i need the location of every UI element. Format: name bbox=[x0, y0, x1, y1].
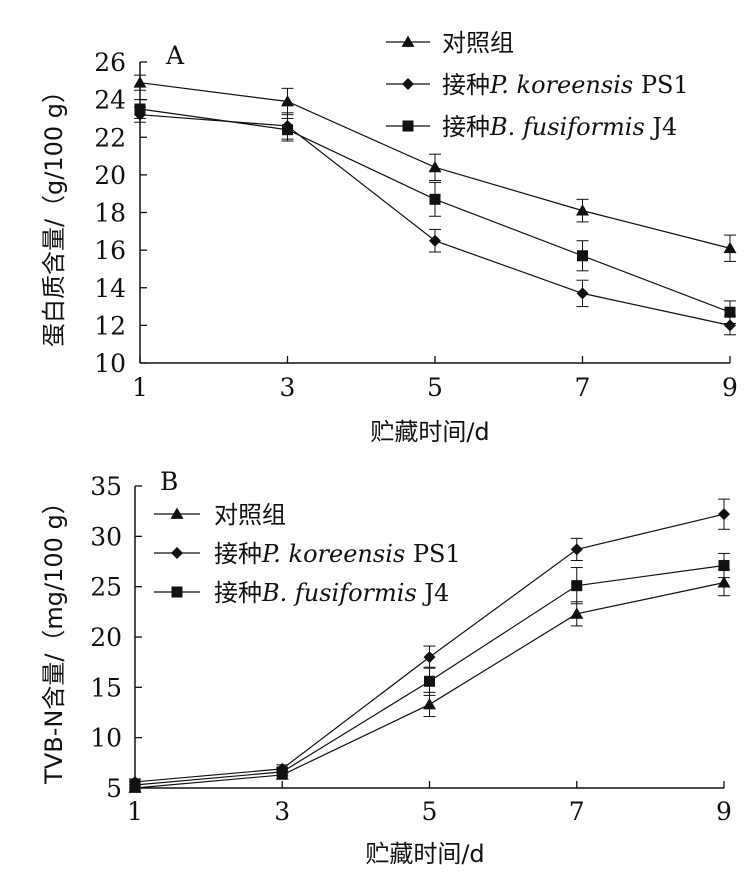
legend-label-part-1: B. fusiformis bbox=[489, 113, 645, 141]
legend-label-part-0: 接种 bbox=[214, 540, 262, 568]
x-tick-label: 5 bbox=[427, 373, 443, 402]
data-point bbox=[724, 306, 736, 318]
data-point bbox=[276, 766, 288, 778]
y-axis-title: 蛋白质含量/（g/100 g） bbox=[40, 79, 68, 347]
x-tick-label: 9 bbox=[722, 373, 738, 402]
y-tick-label: 26 bbox=[94, 48, 126, 77]
data-point bbox=[423, 651, 436, 664]
legend-label: 接种P. koreensis PS1 bbox=[214, 540, 461, 568]
legend-label: 接种B. fusiformis J4 bbox=[214, 579, 449, 607]
y-tick-label: 25 bbox=[90, 573, 122, 602]
data-point bbox=[281, 95, 294, 107]
legend-label-part-1: B. fusiformis bbox=[261, 579, 417, 607]
x-tick-label: 9 bbox=[716, 797, 732, 826]
legend-label: 对照组 bbox=[442, 29, 514, 57]
x-axis-title: 贮藏时间/d bbox=[370, 418, 489, 446]
panel-label: B bbox=[160, 467, 178, 496]
data-point bbox=[723, 241, 737, 254]
x-tick-label: 1 bbox=[127, 797, 143, 826]
series-square bbox=[134, 99, 736, 324]
data-point bbox=[717, 576, 731, 588]
x-tick-label: 1 bbox=[132, 373, 148, 402]
data-point bbox=[570, 607, 584, 619]
legend-label-part-1: P. koreensis bbox=[489, 71, 633, 99]
y-tick-label: 10 bbox=[94, 349, 126, 378]
legend-item: 对照组 bbox=[386, 29, 514, 57]
x-tick-label: 3 bbox=[280, 373, 296, 402]
data-point bbox=[570, 543, 583, 556]
legend-marker bbox=[171, 547, 183, 559]
data-point bbox=[133, 76, 147, 88]
data-point bbox=[282, 124, 293, 136]
x-tick-label: 7 bbox=[575, 373, 591, 402]
data-point bbox=[424, 675, 435, 687]
y-tick-label: 30 bbox=[90, 522, 122, 551]
legend-marker bbox=[171, 586, 183, 598]
y-tick-label: 18 bbox=[94, 199, 126, 228]
data-point bbox=[423, 697, 436, 710]
legend-item: 接种B. fusiformis J4 bbox=[154, 579, 449, 607]
y-axis-title: TVB-N含量/（mg/100 g） bbox=[40, 490, 68, 785]
legend-label-part-0: 接种 bbox=[214, 579, 262, 607]
data-point bbox=[571, 580, 583, 592]
x-axis-title: 贮藏时间/d bbox=[365, 840, 484, 868]
y-tick-label: 20 bbox=[94, 161, 126, 190]
legend-label-part-2: J4 bbox=[417, 579, 450, 607]
data-point bbox=[724, 319, 736, 332]
x-tick-label: 5 bbox=[422, 797, 438, 826]
series-line bbox=[139, 114, 731, 326]
series-diamond bbox=[134, 106, 736, 336]
y-tick-label: 24 bbox=[94, 86, 126, 115]
data-point bbox=[429, 193, 441, 205]
legend-marker bbox=[402, 78, 414, 90]
data-point bbox=[576, 204, 589, 216]
data-point bbox=[718, 560, 730, 572]
y-tick-label: 15 bbox=[90, 673, 122, 702]
legend-label: 接种B. fusiformis J4 bbox=[442, 113, 677, 141]
y-tick-label: 12 bbox=[94, 311, 126, 340]
legend-label-part-2: PS1 bbox=[405, 540, 461, 568]
chart-panel-a: 10 12 14 16 18 20 22 24 26 1 3 5 7 9 A 贮藏时间/d 蛋白质含量/（g/1… bbox=[40, 29, 738, 446]
data-point bbox=[129, 779, 141, 791]
legend-label-part-1: P. koreensis bbox=[261, 540, 405, 568]
x-tick-label: 3 bbox=[274, 797, 290, 826]
legend-item: 接种P. koreensis PS1 bbox=[386, 71, 689, 99]
legend-item: 接种P. koreensis PS1 bbox=[154, 540, 461, 568]
legend-label: 对照组 bbox=[214, 501, 286, 529]
y-tick-label: 22 bbox=[94, 123, 126, 152]
y-tick-label: 5 bbox=[106, 774, 122, 803]
legend-item: 对照组 bbox=[154, 501, 286, 529]
data-point bbox=[577, 250, 588, 262]
data-point bbox=[428, 160, 442, 173]
data-point bbox=[134, 103, 146, 115]
series-square bbox=[129, 552, 730, 791]
y-tick-label: 10 bbox=[90, 724, 122, 753]
y-tick-label: 35 bbox=[90, 472, 122, 501]
series-triangle bbox=[133, 74, 737, 262]
data-point bbox=[429, 234, 441, 247]
legend-marker bbox=[402, 120, 414, 132]
legend-label-part-2: J4 bbox=[645, 113, 678, 141]
data-point bbox=[576, 287, 589, 300]
panel-label: A bbox=[165, 41, 185, 70]
data-point bbox=[718, 508, 730, 521]
y-tick-label: 14 bbox=[94, 274, 126, 303]
y-tick-label: 20 bbox=[90, 623, 122, 652]
y-tick-label: 16 bbox=[94, 236, 126, 265]
legend-label-part-0: 接种 bbox=[442, 113, 490, 141]
legend-label: 接种P. koreensis PS1 bbox=[442, 71, 689, 99]
legend-marker bbox=[401, 35, 415, 47]
legend-item: 接种B. fusiformis J4 bbox=[386, 113, 677, 141]
legend-marker bbox=[170, 507, 184, 519]
legend-label-part-2: PS1 bbox=[633, 71, 689, 99]
legend-label-part-0: 接种 bbox=[442, 71, 490, 99]
x-tick-label: 7 bbox=[569, 797, 585, 826]
